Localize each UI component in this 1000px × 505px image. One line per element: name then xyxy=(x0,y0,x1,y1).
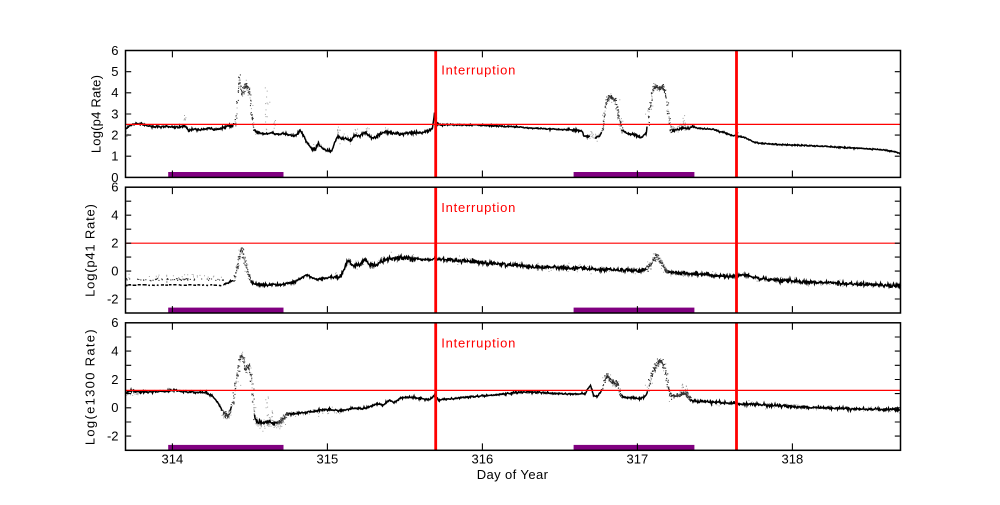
svg-text:314: 314 xyxy=(162,452,184,467)
svg-text:Log(p41 Rate): Log(p41 Rate) xyxy=(83,203,98,297)
svg-text:2: 2 xyxy=(111,372,118,387)
svg-text:5: 5 xyxy=(111,64,118,79)
svg-text:0: 0 xyxy=(111,264,118,279)
svg-text:Interruption: Interruption xyxy=(441,200,516,215)
svg-text:2: 2 xyxy=(111,236,118,251)
svg-text:4: 4 xyxy=(111,85,118,100)
svg-text:-2: -2 xyxy=(107,429,119,444)
svg-text:0: 0 xyxy=(111,170,118,185)
svg-text:315: 315 xyxy=(317,452,339,467)
svg-text:317: 317 xyxy=(627,452,649,467)
svg-text:6: 6 xyxy=(111,315,118,330)
svg-text:Log(e1300 Rate): Log(e1300 Rate) xyxy=(83,328,98,445)
svg-text:3: 3 xyxy=(111,106,118,121)
svg-text:6: 6 xyxy=(111,180,118,195)
svg-text:4: 4 xyxy=(111,344,118,359)
svg-text:318: 318 xyxy=(782,452,804,467)
svg-text:0: 0 xyxy=(111,400,118,415)
svg-text:Log(p4 Rate): Log(p4 Rate) xyxy=(89,75,104,153)
svg-text:4: 4 xyxy=(111,208,118,223)
svg-text:2: 2 xyxy=(111,128,118,143)
svg-text:Day of Year: Day of Year xyxy=(477,467,549,482)
svg-text:1: 1 xyxy=(111,149,118,164)
svg-text:Interruption: Interruption xyxy=(441,63,516,78)
svg-text:-2: -2 xyxy=(107,291,119,306)
svg-text:316: 316 xyxy=(472,452,494,467)
svg-text:6: 6 xyxy=(111,43,118,58)
svg-text:Interruption: Interruption xyxy=(441,335,516,350)
